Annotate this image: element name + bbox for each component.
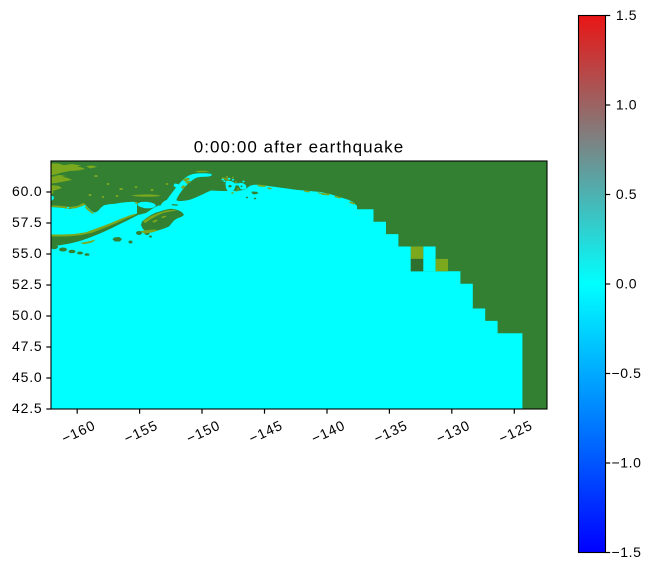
svg-text:0:00:00 after earthquake: 0:00:00 after earthquake [194,138,404,157]
svg-text:52.5: 52.5 [12,276,42,292]
svg-text:0.5: 0.5 [616,186,637,202]
svg-text:−0.5: −0.5 [611,365,641,381]
svg-text:42.5: 42.5 [12,400,42,416]
svg-text:57.5: 57.5 [12,214,42,230]
svg-text:50.0: 50.0 [12,307,42,323]
svg-text:55.0: 55.0 [12,245,42,261]
svg-text:1.5: 1.5 [616,7,637,23]
svg-text:−1.5: −1.5 [611,544,641,560]
svg-text:−1.0: −1.0 [611,454,641,470]
svg-text:60.0: 60.0 [12,183,42,199]
svg-text:47.5: 47.5 [12,338,42,354]
svg-text:0.0: 0.0 [616,275,637,291]
svg-text:45.0: 45.0 [12,369,42,385]
svg-text:1.0: 1.0 [616,96,637,112]
